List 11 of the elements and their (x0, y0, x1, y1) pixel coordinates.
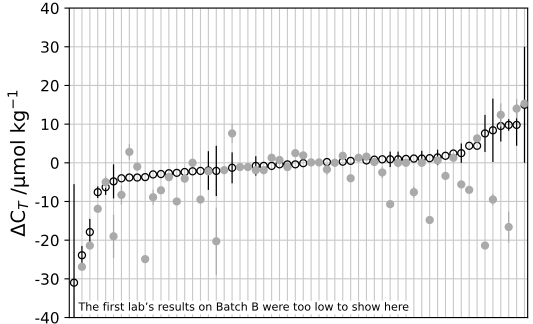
y-tick-label: -20 (35, 234, 59, 246)
y-tick-label: -40 (35, 312, 59, 324)
y-tick-label: 20 (41, 80, 59, 92)
y-tick-label: 10 (42, 118, 59, 130)
y-axis-title: ΔC$_{T}$ /μmol kg$^{−1}$ (7, 90, 29, 237)
y-tick-label: -30 (35, 273, 59, 285)
y-tick-label: -10 (35, 196, 59, 208)
y-tick-label: 30 (41, 41, 59, 53)
y-tick-label: 0 (50, 157, 59, 169)
y-tick-label: 40 (40, 2, 59, 14)
annotation: The first lab’s results on Batch B were too low to show here (78, 302, 408, 311)
